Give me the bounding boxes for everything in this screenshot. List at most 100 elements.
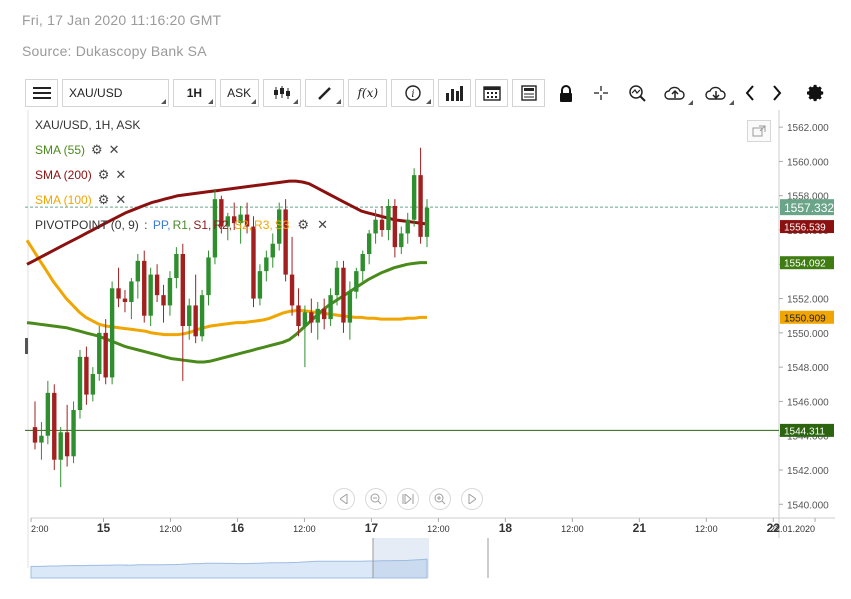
zoom-button[interactable] bbox=[619, 79, 654, 107]
y-tick-label: 1558.000 bbox=[787, 192, 829, 203]
download-button[interactable] bbox=[696, 79, 736, 107]
candle-body bbox=[238, 214, 243, 224]
pan-right-button[interactable] bbox=[461, 488, 483, 510]
pivot-key-5: R3, bbox=[254, 218, 273, 232]
candle-body bbox=[264, 257, 269, 272]
price-chart[interactable]: 1540.000 1542.000 1544.000 1546.000 1548.000… bbox=[25, 110, 835, 580]
upload-button[interactable] bbox=[655, 79, 695, 107]
pivot-key-0: PP, bbox=[152, 218, 171, 232]
dropdown-corner-icon bbox=[728, 100, 734, 105]
y-tick-label: 1548.000 bbox=[787, 363, 829, 374]
sma100-line bbox=[25, 239, 427, 337]
price-tag-label: 1550.909 bbox=[784, 313, 826, 324]
close-icon[interactable]: ✕ bbox=[317, 217, 328, 232]
info-icon: i bbox=[404, 85, 421, 101]
sma100-label: SMA (100) bbox=[35, 193, 92, 207]
volume-button[interactable] bbox=[437, 79, 471, 107]
table-button[interactable] bbox=[512, 79, 546, 107]
candle-body bbox=[58, 432, 63, 460]
candle-body bbox=[418, 175, 423, 237]
sma55-line bbox=[26, 261, 427, 364]
scroll-right-button[interactable] bbox=[764, 79, 790, 107]
candle-body bbox=[97, 332, 102, 374]
settings-button[interactable] bbox=[800, 79, 833, 107]
candle-body bbox=[283, 209, 288, 275]
x-tick-label: 15 bbox=[97, 521, 111, 535]
price-tag-label: 1556.539 bbox=[784, 223, 826, 234]
dropdown-corner-icon bbox=[161, 99, 166, 104]
candle-body bbox=[187, 305, 192, 326]
gear-icon[interactable]: ⚙ bbox=[97, 192, 110, 207]
legend-title: XAU/USD, 1H, ASK bbox=[35, 118, 140, 132]
chart-area[interactable]: 1540.000 1542.000 1544.000 1546.000 1548.000… bbox=[25, 110, 835, 580]
dropdown-corner-icon bbox=[687, 100, 693, 105]
arrow-right-icon bbox=[773, 85, 782, 101]
candle-body bbox=[32, 427, 38, 443]
chart-navigation bbox=[333, 488, 483, 510]
close-icon[interactable]: ✕ bbox=[108, 142, 120, 157]
candle-body bbox=[315, 308, 320, 323]
candle-body bbox=[148, 274, 153, 316]
calendar-icon bbox=[482, 86, 501, 101]
close-icon[interactable]: ✕ bbox=[115, 192, 127, 207]
candle-body bbox=[399, 233, 404, 248]
gear-icon[interactable]: ⚙ bbox=[91, 142, 103, 157]
pivot-key-6: S3 bbox=[274, 218, 290, 232]
candle-body bbox=[116, 288, 121, 299]
pivot-keys: PP, R1, S1, R2, S2, R3, S3 bbox=[153, 218, 292, 232]
sma55-label: SMA (55) bbox=[35, 143, 86, 157]
pan-left-button[interactable] bbox=[333, 488, 355, 510]
menu-button[interactable] bbox=[25, 79, 59, 107]
x-tick-label: 12:00 bbox=[159, 524, 182, 534]
candle-body bbox=[296, 305, 301, 326]
instrument-select[interactable]: XAU/USD bbox=[62, 79, 169, 107]
zoom-in-button[interactable] bbox=[429, 488, 451, 510]
candle-body bbox=[411, 175, 417, 220]
candle-body bbox=[64, 432, 70, 457]
candle-body bbox=[341, 267, 346, 323]
price-tag-bg bbox=[780, 256, 834, 270]
candle-body bbox=[424, 207, 430, 237]
lock-button[interactable] bbox=[549, 79, 583, 107]
indicators-button[interactable]: f(x) bbox=[348, 79, 388, 107]
close-icon[interactable]: ✕ bbox=[115, 167, 127, 182]
reset-button[interactable] bbox=[397, 488, 419, 510]
dropdown-corner-icon bbox=[336, 99, 342, 104]
resize-grip bbox=[25, 338, 28, 354]
candle-body bbox=[142, 260, 147, 316]
triangle-left-icon bbox=[340, 494, 348, 504]
side-select[interactable]: ASK bbox=[219, 79, 259, 107]
menu-icon bbox=[32, 87, 51, 99]
zoom-out-icon bbox=[370, 493, 382, 505]
gear-icon[interactable]: ⚙ bbox=[97, 167, 110, 182]
info-button[interactable]: i bbox=[391, 79, 434, 107]
candle-body bbox=[39, 435, 44, 443]
candle-body bbox=[129, 281, 134, 302]
chart-toolbar: XAU/USD 1H ASK f(x) i bbox=[25, 78, 835, 108]
table-icon bbox=[520, 85, 537, 101]
draw-button[interactable] bbox=[305, 79, 345, 107]
period-label: 1H bbox=[186, 86, 203, 100]
x-tick-label: 16 bbox=[231, 521, 245, 535]
candle-body bbox=[180, 254, 186, 326]
y-tick-label: 1560.000 bbox=[787, 157, 829, 168]
candle-body bbox=[405, 219, 410, 234]
gear-icon[interactable]: ⚙ bbox=[297, 217, 310, 232]
navigator-series bbox=[30, 558, 428, 579]
zoom-in-icon bbox=[434, 493, 446, 505]
crosshair-button[interactable] bbox=[584, 79, 618, 107]
zoom-out-button[interactable] bbox=[365, 488, 387, 510]
candle-body bbox=[276, 209, 282, 244]
candle-body bbox=[135, 260, 141, 282]
calendar-button[interactable] bbox=[474, 79, 509, 107]
candle-body bbox=[71, 410, 76, 457]
instrument-label: XAU/USD bbox=[69, 86, 123, 100]
chart-type-button[interactable] bbox=[262, 79, 302, 107]
candle-body bbox=[45, 392, 51, 436]
pivot-sep: : bbox=[140, 218, 151, 232]
period-select[interactable]: 1H bbox=[173, 79, 216, 107]
expand-button[interactable] bbox=[747, 120, 771, 142]
candle-body bbox=[270, 243, 275, 258]
scroll-left-button[interactable] bbox=[737, 79, 763, 107]
price-tag-label: 1557.332 bbox=[784, 201, 834, 215]
